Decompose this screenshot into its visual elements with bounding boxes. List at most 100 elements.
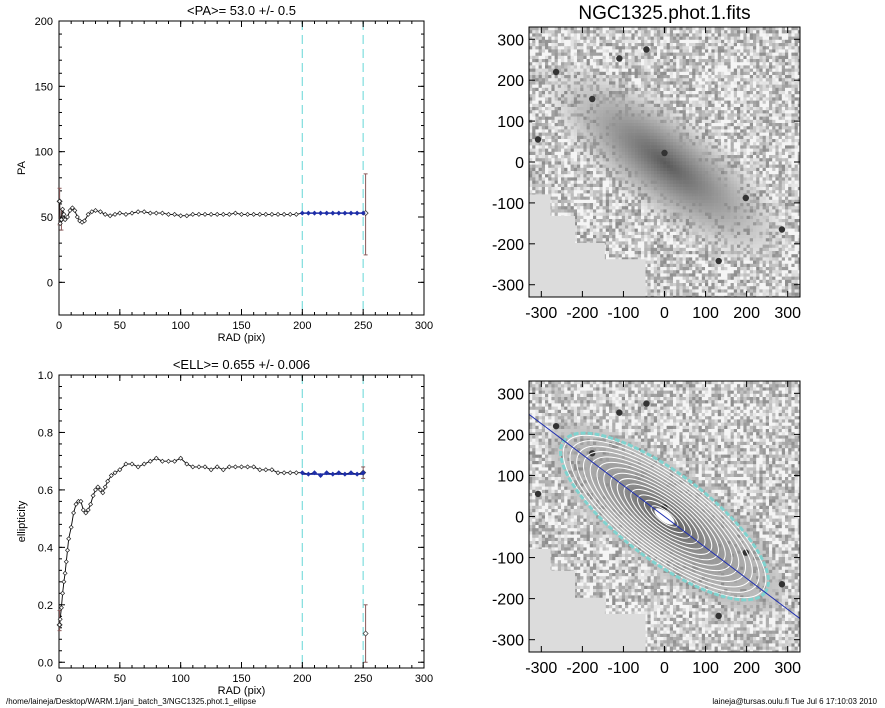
image-pixel [621, 43, 626, 47]
image-pixel [679, 183, 683, 188]
image-pixel [673, 100, 677, 105]
image-pixel [650, 36, 655, 41]
image-pixel [753, 177, 757, 181]
image-pixel [701, 183, 706, 188]
image-pixel [721, 27, 725, 31]
image-pixel [605, 151, 610, 156]
image-pixel [682, 142, 687, 146]
image-pixel [676, 183, 680, 188]
image-pixel [545, 43, 549, 47]
image-pixel [573, 55, 578, 60]
image-pixel [538, 43, 543, 47]
image-pixel [567, 49, 571, 53]
image-pixel [657, 49, 661, 53]
image-pixel [791, 62, 795, 66]
image-pixel [759, 119, 763, 124]
image-pixel [564, 113, 568, 117]
image-pixel [692, 113, 696, 117]
image-pixel [714, 132, 719, 137]
image-pixel [746, 113, 751, 117]
image-pixel [669, 59, 674, 63]
image-pixel [545, 164, 549, 169]
image-pixel [625, 180, 629, 185]
image-pixel [794, 107, 799, 111]
image-pixel [749, 190, 754, 194]
image-pixel [682, 43, 687, 47]
image-pixel [666, 132, 671, 137]
image-pixel [724, 33, 728, 37]
image-pixel [660, 167, 664, 172]
image-pixel [545, 148, 549, 153]
image-pixel [775, 110, 779, 114]
image-pixel [692, 148, 696, 153]
image-pixel [586, 84, 591, 89]
image-pixel [679, 155, 683, 159]
profile-point [135, 209, 141, 215]
image-pixel [599, 174, 603, 178]
image-pixel [532, 187, 536, 191]
image-pixel [650, 139, 655, 143]
image-pixel [775, 164, 779, 169]
image-pixel [535, 132, 539, 137]
image-pixel [557, 68, 562, 73]
image-pixel [650, 171, 655, 175]
image-pixel [711, 97, 715, 101]
image-pixel [791, 81, 795, 85]
image-pixel [589, 65, 594, 69]
image-pixel [609, 119, 613, 124]
image-pixel [778, 158, 783, 162]
image-pixel [650, 113, 655, 117]
image-pixel [791, 27, 795, 31]
image-pixel [756, 27, 760, 31]
image-pixel [717, 36, 722, 41]
image-pixel [631, 135, 635, 140]
image-pixel [545, 110, 549, 114]
image-pixel [727, 187, 731, 191]
image-pixel [641, 27, 645, 31]
image-pixel [650, 30, 655, 34]
image-pixel [548, 145, 552, 149]
image-pixel [698, 30, 703, 34]
image-pixel [554, 65, 559, 69]
image-pixel [564, 84, 568, 89]
image-pixel [615, 183, 619, 188]
image-pixel [609, 132, 613, 137]
image-pixel [599, 161, 603, 165]
image-pixel [778, 84, 783, 89]
image-pixel [538, 100, 543, 105]
image-pixel [596, 36, 600, 41]
image-pixel [605, 62, 610, 66]
image-pixel [797, 94, 800, 98]
image-pixel [628, 177, 632, 181]
image-pixel [580, 52, 584, 57]
image-pixel [669, 193, 674, 197]
image-pixel [615, 27, 619, 31]
image-pixel [551, 142, 555, 146]
image-pixel [641, 91, 645, 95]
image-pixel [599, 132, 603, 137]
image-pixel [564, 148, 568, 153]
image-pixel [551, 107, 555, 111]
image-pixel [634, 183, 639, 188]
image-pixel [548, 161, 552, 165]
image-pixel [628, 59, 632, 63]
image-pixel [676, 84, 680, 89]
image-pixel [698, 91, 703, 95]
image-pixel [682, 135, 687, 140]
image-pixel [746, 142, 751, 146]
image-pixel [727, 43, 731, 47]
image-pixel [535, 91, 539, 95]
image-pixel [756, 129, 760, 133]
image-pixel [753, 52, 757, 57]
image-pixel [557, 71, 562, 76]
image-pixel [679, 132, 683, 137]
image-pixel [727, 107, 731, 111]
image-pixel [650, 97, 655, 101]
image-pixel [753, 139, 757, 143]
image-pixel [583, 190, 587, 194]
image-pixel [705, 177, 709, 181]
image-pixel [698, 78, 703, 82]
image-pixel [788, 52, 792, 57]
image-pixel [641, 46, 645, 50]
